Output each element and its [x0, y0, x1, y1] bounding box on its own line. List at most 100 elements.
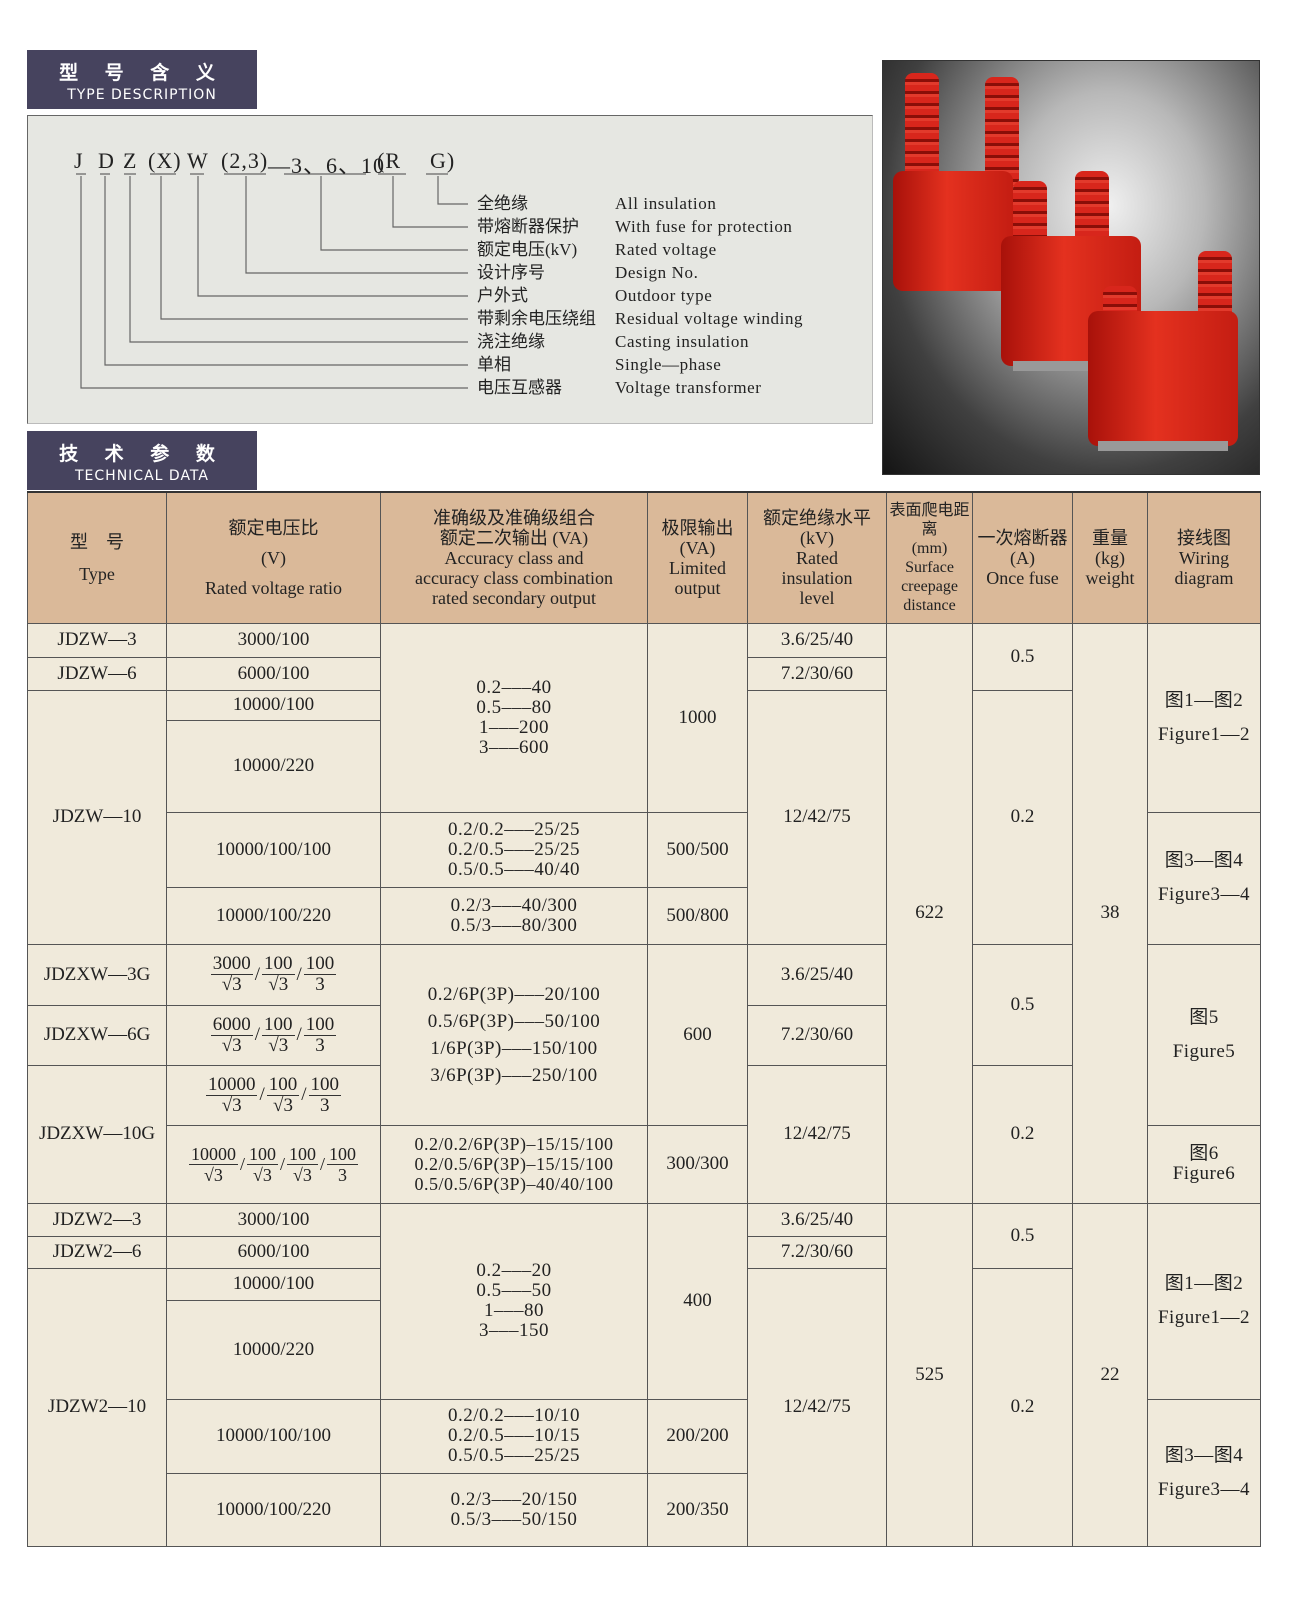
header-limited-output: 极限输出 (VA) Limited output: [647, 491, 748, 624]
insulation-cell: 12/42/75: [747, 1064, 887, 1204]
ratio-cell: 3000 √3/100 √3/100 3: [166, 943, 381, 1006]
base: [1013, 361, 1133, 371]
insulator: [905, 73, 939, 183]
type-cell: JDZW—3: [27, 622, 167, 658]
table-row: JDZXW—10G 10000 √3/100 √3/100 3 12/42/75 0.…: [27, 1064, 1261, 1204]
type-cell: JDZXW—3G: [27, 943, 167, 1006]
ratio-cell: 10000/100: [166, 1267, 381, 1301]
heading-cn: 技 术 参 数: [59, 443, 225, 465]
table-row: JDZW2—10 10000/100 12/42/75 0.2: [27, 1267, 1261, 1547]
insulation-cell: 7.2/30/60: [747, 656, 887, 691]
code-letter: (R: [377, 148, 401, 173]
type-cell: JDZXW—10G: [27, 1064, 167, 1204]
limited-cell: 600: [647, 943, 748, 1126]
type-description-panel: J D Z (X) W (2,3) —3、6、10 (R G) 全绝缘 All i…: [27, 115, 873, 424]
heading-cn: 型 号 含 义: [59, 62, 225, 84]
code-letter: Z: [123, 148, 138, 173]
table-row: 10000 √3/100 √3/100 √3/100 3 0.2/0.2/6P(3P)–…: [28, 1124, 1261, 1204]
type-cell: JDZW2—10: [27, 1267, 167, 1547]
product-photo: [882, 60, 1260, 475]
fuse-cell: 0.5: [972, 1202, 1073, 1269]
wiring-cell: 图1—图2 Figure1—2: [1147, 1202, 1261, 1400]
transformer-body: [893, 171, 1013, 291]
code-letter: (X): [148, 148, 182, 173]
ratio-cell: 6000 √3/100 √3/100 3: [166, 1004, 381, 1066]
accuracy-cell: 0.2/3–––40/300 0.5/3–––80/300: [380, 886, 648, 945]
fuse-cell: 0.2: [972, 1064, 1073, 1204]
fuse-cell: 0.5: [972, 943, 1073, 1066]
technical-data-heading: 技 术 参 数 TECHNICAL DATA: [27, 431, 257, 490]
weight-cell: 38: [1072, 622, 1148, 1204]
header-insulation: 额定绝缘水平 (kV) Rated insulation level: [747, 491, 887, 624]
legend-en: Rated voltage: [615, 240, 717, 259]
table-row: JDZW—3 3000/100 0.2–––40 0.5–––80 1–––200 3…: [27, 622, 1261, 1204]
legend-en: Outdoor type: [615, 286, 713, 305]
wiring-cell: 图3—图4 Figure3—4: [1147, 811, 1261, 945]
ratio-cell: 3000/100: [166, 622, 381, 658]
wiring-cell: 图5 Figure5: [1147, 943, 1261, 1126]
ratio-cell: 10000/100/100: [166, 811, 381, 888]
ratio-cell: 10000/100/220: [166, 886, 381, 945]
code-letter: —3、6、10: [268, 153, 386, 178]
heading-en: TYPE DESCRIPTION: [67, 87, 217, 103]
type-cell: JDZW2—3: [27, 1202, 167, 1237]
technical-data-table: 型 号 Type 额定电压比 (V) Rated voltage ratio 准确级及…: [27, 491, 1261, 1547]
code-letter: (2,3): [221, 148, 269, 173]
legend-cn: 带熔断器保护: [477, 217, 579, 236]
legend-en: Residual voltage winding: [615, 309, 804, 328]
limited-cell: 500/500: [647, 811, 748, 888]
insulation-cell: 3.6/25/40: [747, 1202, 887, 1237]
limited-cell: 400: [647, 1202, 748, 1400]
limited-cell: 200/200: [647, 1398, 748, 1474]
legend-en: Casting insulation: [615, 332, 750, 351]
insulation-cell: 7.2/30/60: [747, 1004, 887, 1066]
header-wiring: 接线图 Wiring diagram: [1147, 491, 1261, 624]
ratio-cell: 10000/220: [166, 719, 381, 813]
header-accuracy: 准确级及准确级组合 额定二次输出 (VA) Accuracy class and ac…: [380, 491, 648, 624]
ratio-cell: 6000/100: [166, 1235, 381, 1269]
table-row: JDZW—6 6000/100 7.2/30/60: [27, 656, 1261, 691]
ratio-cell: 10000 √3/100 √3/100 3: [166, 1064, 381, 1126]
accuracy-cell: 0.2/0.2–––25/25 0.2/0.5–––25/25 0.5/0.5–––…: [380, 811, 648, 888]
header-type: 型 号 Type: [27, 491, 167, 624]
header-row: 型 号 Type 额定电压比 (V) Rated voltage ratio 准确级及…: [27, 491, 1261, 624]
code-letter: W: [187, 148, 209, 173]
ratio-cell: 10000 √3/100 √3/100 √3/100 3: [166, 1124, 381, 1204]
limited-cell: 300/300: [647, 1124, 748, 1204]
ratio-cell: 3000/100: [166, 1202, 381, 1237]
legend-cn: 全绝缘: [477, 194, 528, 213]
wiring-cell: 图6 Figure6: [1147, 1124, 1261, 1204]
header-ratio: 额定电压比 (V) Rated voltage ratio: [166, 491, 381, 624]
table-row: 10000/220: [28, 719, 1261, 813]
ratio-cell: 10000/100/100: [166, 1398, 381, 1474]
type-description-heading: 型 号 含 义 TYPE DESCRIPTION: [27, 50, 257, 109]
limited-cell: 1000: [647, 622, 748, 813]
header-weight: 重量 (kg) weight: [1072, 491, 1148, 624]
accuracy-cell: 0.2/6P(3P)–––20/100 0.5/6P(3P)–––50/100 1/…: [380, 943, 648, 1126]
type-cell: JDZW—6: [27, 656, 167, 691]
ratio-cell: 10000/220: [166, 1299, 381, 1400]
limited-cell: 500/800: [647, 886, 748, 945]
insulation-cell: 7.2/30/60: [747, 1235, 887, 1269]
accuracy-cell: 0.2–––20 0.5–––50 1–––80 3–––150: [380, 1202, 648, 1400]
table-row: JDZW—10 10000/100 12/42/75 0.2: [27, 689, 1261, 945]
transformer-body: [1088, 311, 1238, 446]
table-row: 10000/220: [28, 1299, 1261, 1400]
table-row: 10000/100/100 0.2/0.2–––25/25 0.2/0.5–––2…: [28, 811, 1261, 945]
legend-en: Design No.: [615, 263, 699, 282]
legend-en: Single—phase: [615, 355, 722, 374]
code-letter: D: [98, 148, 115, 173]
insulator: [985, 77, 1019, 187]
fuse-cell: 0.2: [972, 1267, 1073, 1547]
table-row: JDZXW—3G 3000 √3/100 √3/100 3 0.2/6P(3P)–––…: [27, 943, 1261, 1126]
insulation-cell: 3.6/25/40: [747, 943, 887, 1006]
insulation-cell: 3.6/25/40: [747, 622, 887, 658]
accuracy-cell: 0.2/3–––20/150 0.5/3–––50/150: [380, 1472, 648, 1547]
table-row: JDZXW—6G 6000 √3/100 √3/100 3 7.2/30/60: [27, 1004, 1261, 1066]
type-cell: JDZW2—6: [27, 1235, 167, 1269]
code-letter: J: [74, 148, 84, 173]
accuracy-cell: 0.2–––40 0.5–––80 1–––200 3–––600: [380, 622, 648, 813]
weight-cell: 22: [1072, 1202, 1148, 1547]
creepage-cell: 622: [886, 622, 973, 1204]
wiring-cell: 图3—图4 Figure3—4: [1147, 1398, 1261, 1547]
